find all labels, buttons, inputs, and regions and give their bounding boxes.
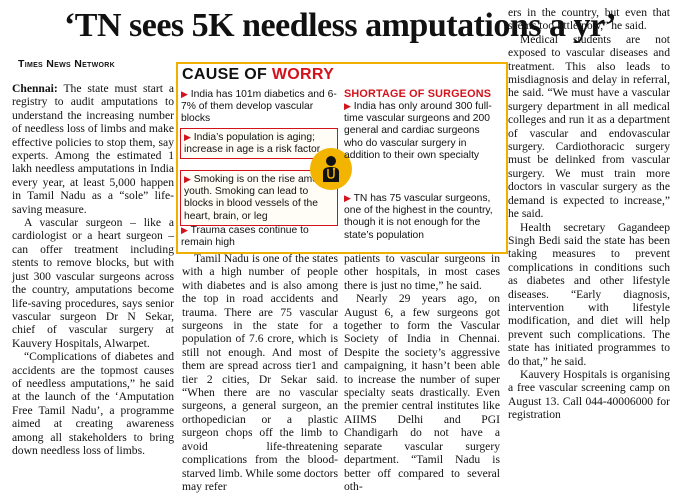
byline: Times News Network (18, 58, 115, 70)
paragraph-text: The state must start a registry to audit… (12, 82, 174, 216)
left-item-4: ▶ Trauma cases continue to remain high (181, 224, 331, 249)
arrow-icon: ▶ (344, 101, 351, 111)
paragraph: Kauvery Hospitals is organising a free v… (508, 367, 670, 422)
paragraph: ers in the country, but even that seems … (508, 6, 670, 33)
headline: ‘TN sees 5K needless amputations a yr’ (63, 7, 617, 44)
left-item-1: ▶ India has 101m diabetics and 6-7% of t… (181, 88, 339, 126)
arrow-icon: ▶ (184, 132, 191, 142)
item-text: Trauma cases continue to remain high (181, 225, 309, 249)
right-item-1: ▶ India has only around 300 full-time va… (344, 100, 500, 162)
dateline: Chennai: (12, 82, 58, 95)
paragraph: “Complications of diabetes and accidents… (12, 350, 174, 457)
arrow-icon: ▶ (181, 89, 188, 99)
infobox-title: CAUSE OF WORRY (182, 64, 334, 86)
paragraph: patients to vascular surgeons in other h… (344, 252, 500, 292)
paragraph: Nearly 29 years ago, on August 6, a few … (344, 292, 500, 493)
arrow-icon: ▶ (181, 225, 188, 235)
item-text: India has 101m diabetics and 6-7% of the… (181, 89, 337, 125)
article-column-4: ers in the country, but even that seems … (508, 6, 670, 422)
paragraph: Medical students are not exposed to vasc… (508, 32, 670, 221)
doctor-icon (323, 156, 339, 182)
article-column-2: Tamil Nadu is one of the states with a h… (182, 252, 338, 493)
item-text: TN has 75 vascular surgeons, one of the … (344, 193, 493, 241)
arrow-icon: ▶ (344, 193, 351, 203)
item-text: Smoking is on the rise among youth. Smok… (184, 174, 330, 222)
item-text: India has only around 300 full-time vasc… (344, 101, 492, 161)
article-column-1: Chennai: The state must start a registry… (12, 82, 174, 457)
infobox-title-part2: WORRY (271, 66, 335, 83)
paragraph: Tamil Nadu is one of the states with a h… (182, 252, 338, 493)
article-column-3: patients to vascular surgeons in other h… (344, 252, 500, 493)
item-text: India’s population is aging; increase in… (184, 132, 321, 156)
shortage-title: SHORTAGE OF SURGEONS (344, 88, 492, 100)
paragraph: A vascular surgeon – like a cardiologist… (12, 216, 174, 350)
infobox-title-part1: CAUSE OF (182, 66, 272, 83)
left-item-2: ▶ India’s population is aging; increase … (180, 128, 338, 160)
left-item-3: ▶ Smoking is on the rise among youth. Sm… (180, 170, 338, 226)
paragraph: Chennai: The state must start a registry… (12, 82, 174, 216)
cause-of-worry-infobox: CAUSE OF WORRY ▶ India has 101m diabetic… (176, 62, 508, 254)
arrow-icon: ▶ (184, 174, 191, 184)
doctor-badge (310, 148, 352, 190)
right-item-2: ▶ TN has 75 vascular surgeons, one of th… (344, 192, 500, 242)
paragraph: Health secretary Gagandeep Singh Bedi sa… (508, 220, 670, 368)
